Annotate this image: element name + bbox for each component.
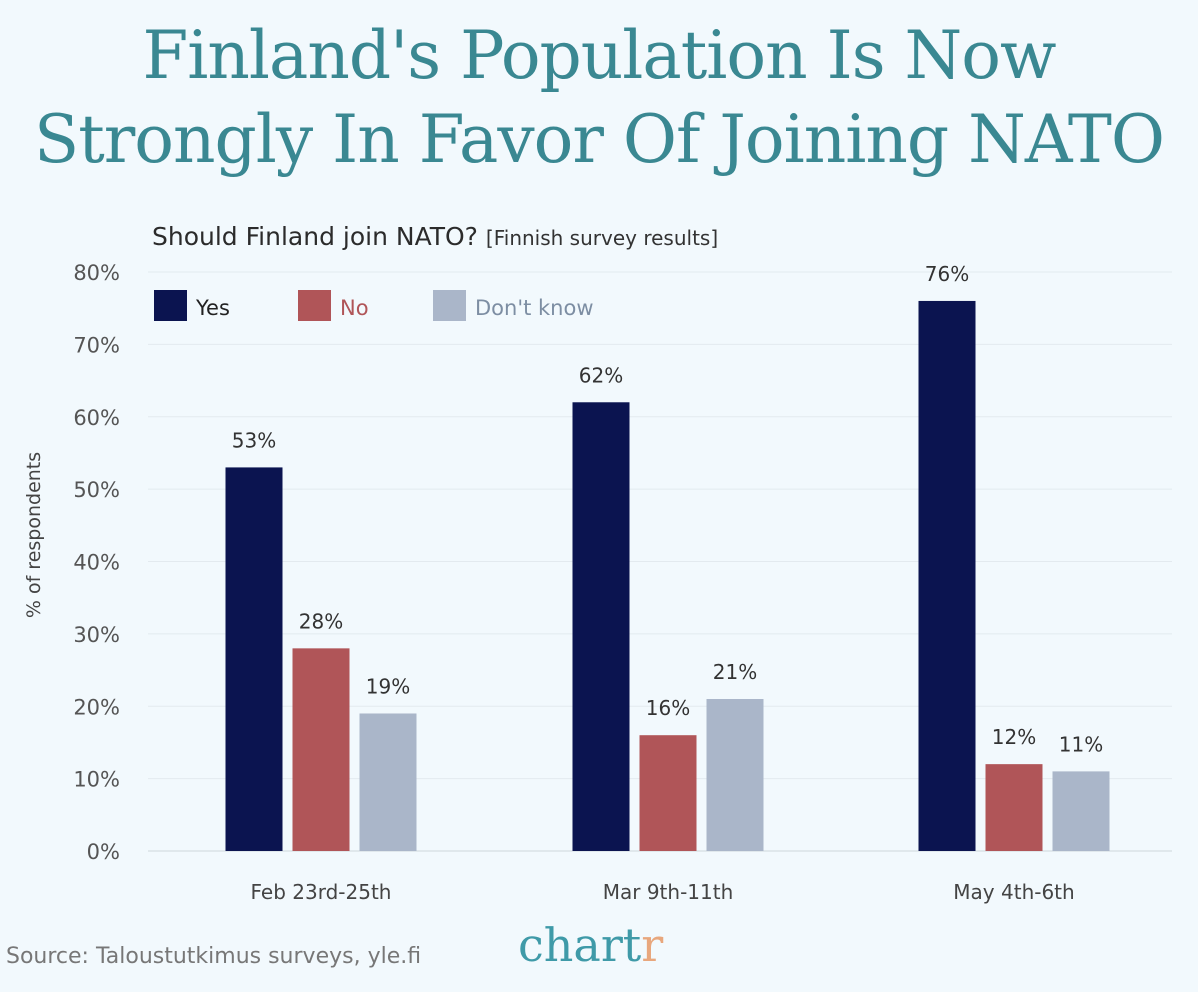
bar-no <box>985 764 1043 851</box>
chartr-logo: chartr <box>518 918 664 972</box>
chart-subtitle: Should Finland join NATO? [Finnish surve… <box>152 222 718 251</box>
legend-label: Don't know <box>475 296 594 320</box>
bar-no <box>292 648 350 851</box>
bar-yes <box>918 300 976 851</box>
data-label: 21% <box>713 660 757 684</box>
bar-no <box>639 735 697 851</box>
data-label: 76% <box>925 262 969 286</box>
x-tick-label: May 4th-6th <box>953 880 1074 904</box>
y-tick-label: 30% <box>73 623 120 647</box>
y-tick-label: 0% <box>87 840 120 864</box>
data-label: 28% <box>299 609 343 633</box>
bar-don-t-know <box>1052 771 1110 851</box>
bar-yes <box>572 402 630 851</box>
title-line-1: Finland's Population Is Now <box>142 17 1056 94</box>
bar-don-t-know <box>359 713 417 851</box>
y-axis-label: % of respondents <box>23 452 45 618</box>
legend-swatch <box>433 290 466 321</box>
legend-swatch <box>154 290 187 321</box>
legend-swatch <box>298 290 331 321</box>
source-note: Source: Taloustutkimus surveys, yle.fi <box>6 944 422 969</box>
y-tick-label: 50% <box>73 478 120 502</box>
data-label: 19% <box>366 674 410 698</box>
x-tick-label: Mar 9th-11th <box>603 880 734 904</box>
subtitle-note: [Finnish survey results] <box>485 226 719 250</box>
y-tick-label: 10% <box>73 768 120 792</box>
y-tick-label: 70% <box>73 333 120 357</box>
data-label: 11% <box>1059 732 1103 756</box>
y-tick-label: 60% <box>73 406 120 430</box>
data-label: 12% <box>992 725 1036 749</box>
legend-label: No <box>340 296 369 320</box>
data-label: 62% <box>579 363 623 387</box>
bar-yes <box>225 467 283 851</box>
x-tick-label: Feb 23rd-25th <box>251 880 392 904</box>
y-tick-label: 20% <box>73 695 120 719</box>
data-label: 53% <box>232 428 276 452</box>
bar-don-t-know <box>706 699 764 851</box>
y-tick-label: 80% <box>73 261 120 285</box>
title-line-2: Strongly In Favor Of Joining NATO <box>33 101 1165 178</box>
subtitle-question: Should Finland join NATO? <box>152 222 478 251</box>
chart-title: Finland's Population Is Now Strongly In … <box>0 14 1198 182</box>
y-tick-label: 40% <box>73 551 120 575</box>
legend-label: Yes <box>195 296 230 320</box>
data-label: 16% <box>646 696 690 720</box>
